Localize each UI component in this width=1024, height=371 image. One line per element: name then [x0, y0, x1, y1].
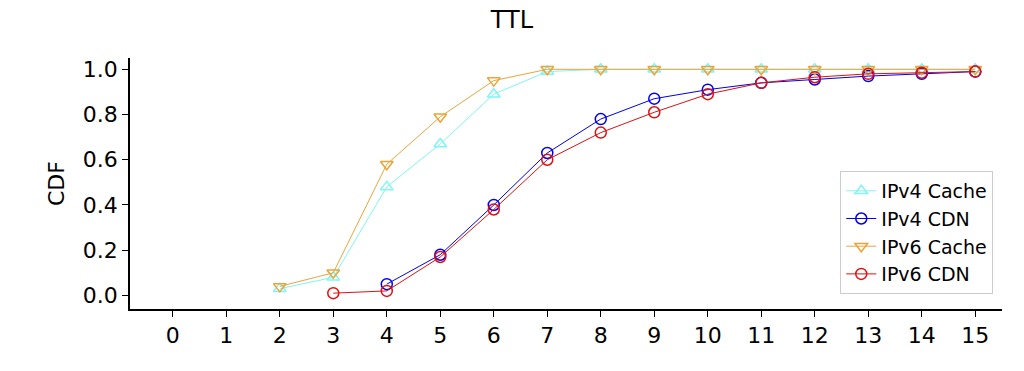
svg-text:1.0: 1.0 — [83, 57, 118, 82]
svg-text:12: 12 — [801, 323, 829, 348]
svg-text:13: 13 — [854, 323, 882, 348]
svg-text:IPv6 CDN: IPv6 CDN — [881, 263, 970, 285]
svg-text:IPv4 CDN: IPv4 CDN — [881, 208, 970, 230]
svg-text:IPv4 Cache: IPv4 Cache — [881, 180, 987, 202]
svg-text:6: 6 — [487, 323, 501, 348]
svg-text:15: 15 — [961, 323, 989, 348]
svg-text:0.2: 0.2 — [83, 238, 118, 263]
svg-text:2: 2 — [273, 323, 287, 348]
svg-text:10: 10 — [694, 323, 722, 348]
svg-text:0.8: 0.8 — [83, 102, 118, 127]
svg-text:1: 1 — [219, 323, 233, 348]
svg-text:TTL: TTL — [490, 6, 534, 34]
svg-text:4: 4 — [380, 323, 394, 348]
svg-text:0.4: 0.4 — [83, 193, 118, 218]
svg-text:14: 14 — [908, 323, 936, 348]
svg-text:3: 3 — [326, 323, 340, 348]
svg-text:IPv6 Cache: IPv6 Cache — [881, 236, 987, 258]
svg-text:11: 11 — [747, 323, 775, 348]
svg-text:0: 0 — [166, 323, 180, 348]
svg-text:9: 9 — [647, 323, 661, 348]
svg-text:0.6: 0.6 — [83, 147, 118, 172]
svg-text:CDF: CDF — [44, 161, 69, 206]
svg-text:7: 7 — [540, 323, 554, 348]
svg-text:5: 5 — [433, 323, 447, 348]
svg-text:0.0: 0.0 — [83, 283, 118, 308]
svg-text:8: 8 — [594, 323, 608, 348]
